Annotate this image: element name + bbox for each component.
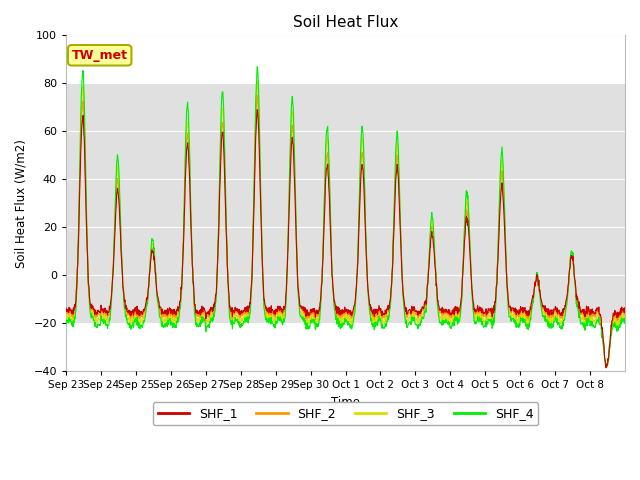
Y-axis label: Soil Heat Flux (W/m2): Soil Heat Flux (W/m2): [15, 139, 28, 268]
Title: Soil Heat Flux: Soil Heat Flux: [293, 15, 398, 30]
Bar: [66, 179, 625, 227]
X-axis label: Time: Time: [331, 396, 360, 408]
Legend: SHF_1, SHF_2, SHF_3, SHF_4: SHF_1, SHF_2, SHF_3, SHF_4: [153, 402, 538, 425]
Text: TW_met: TW_met: [72, 49, 127, 62]
Bar: [66, 84, 625, 131]
Bar: [66, 84, 625, 275]
Bar: [66, 275, 625, 323]
